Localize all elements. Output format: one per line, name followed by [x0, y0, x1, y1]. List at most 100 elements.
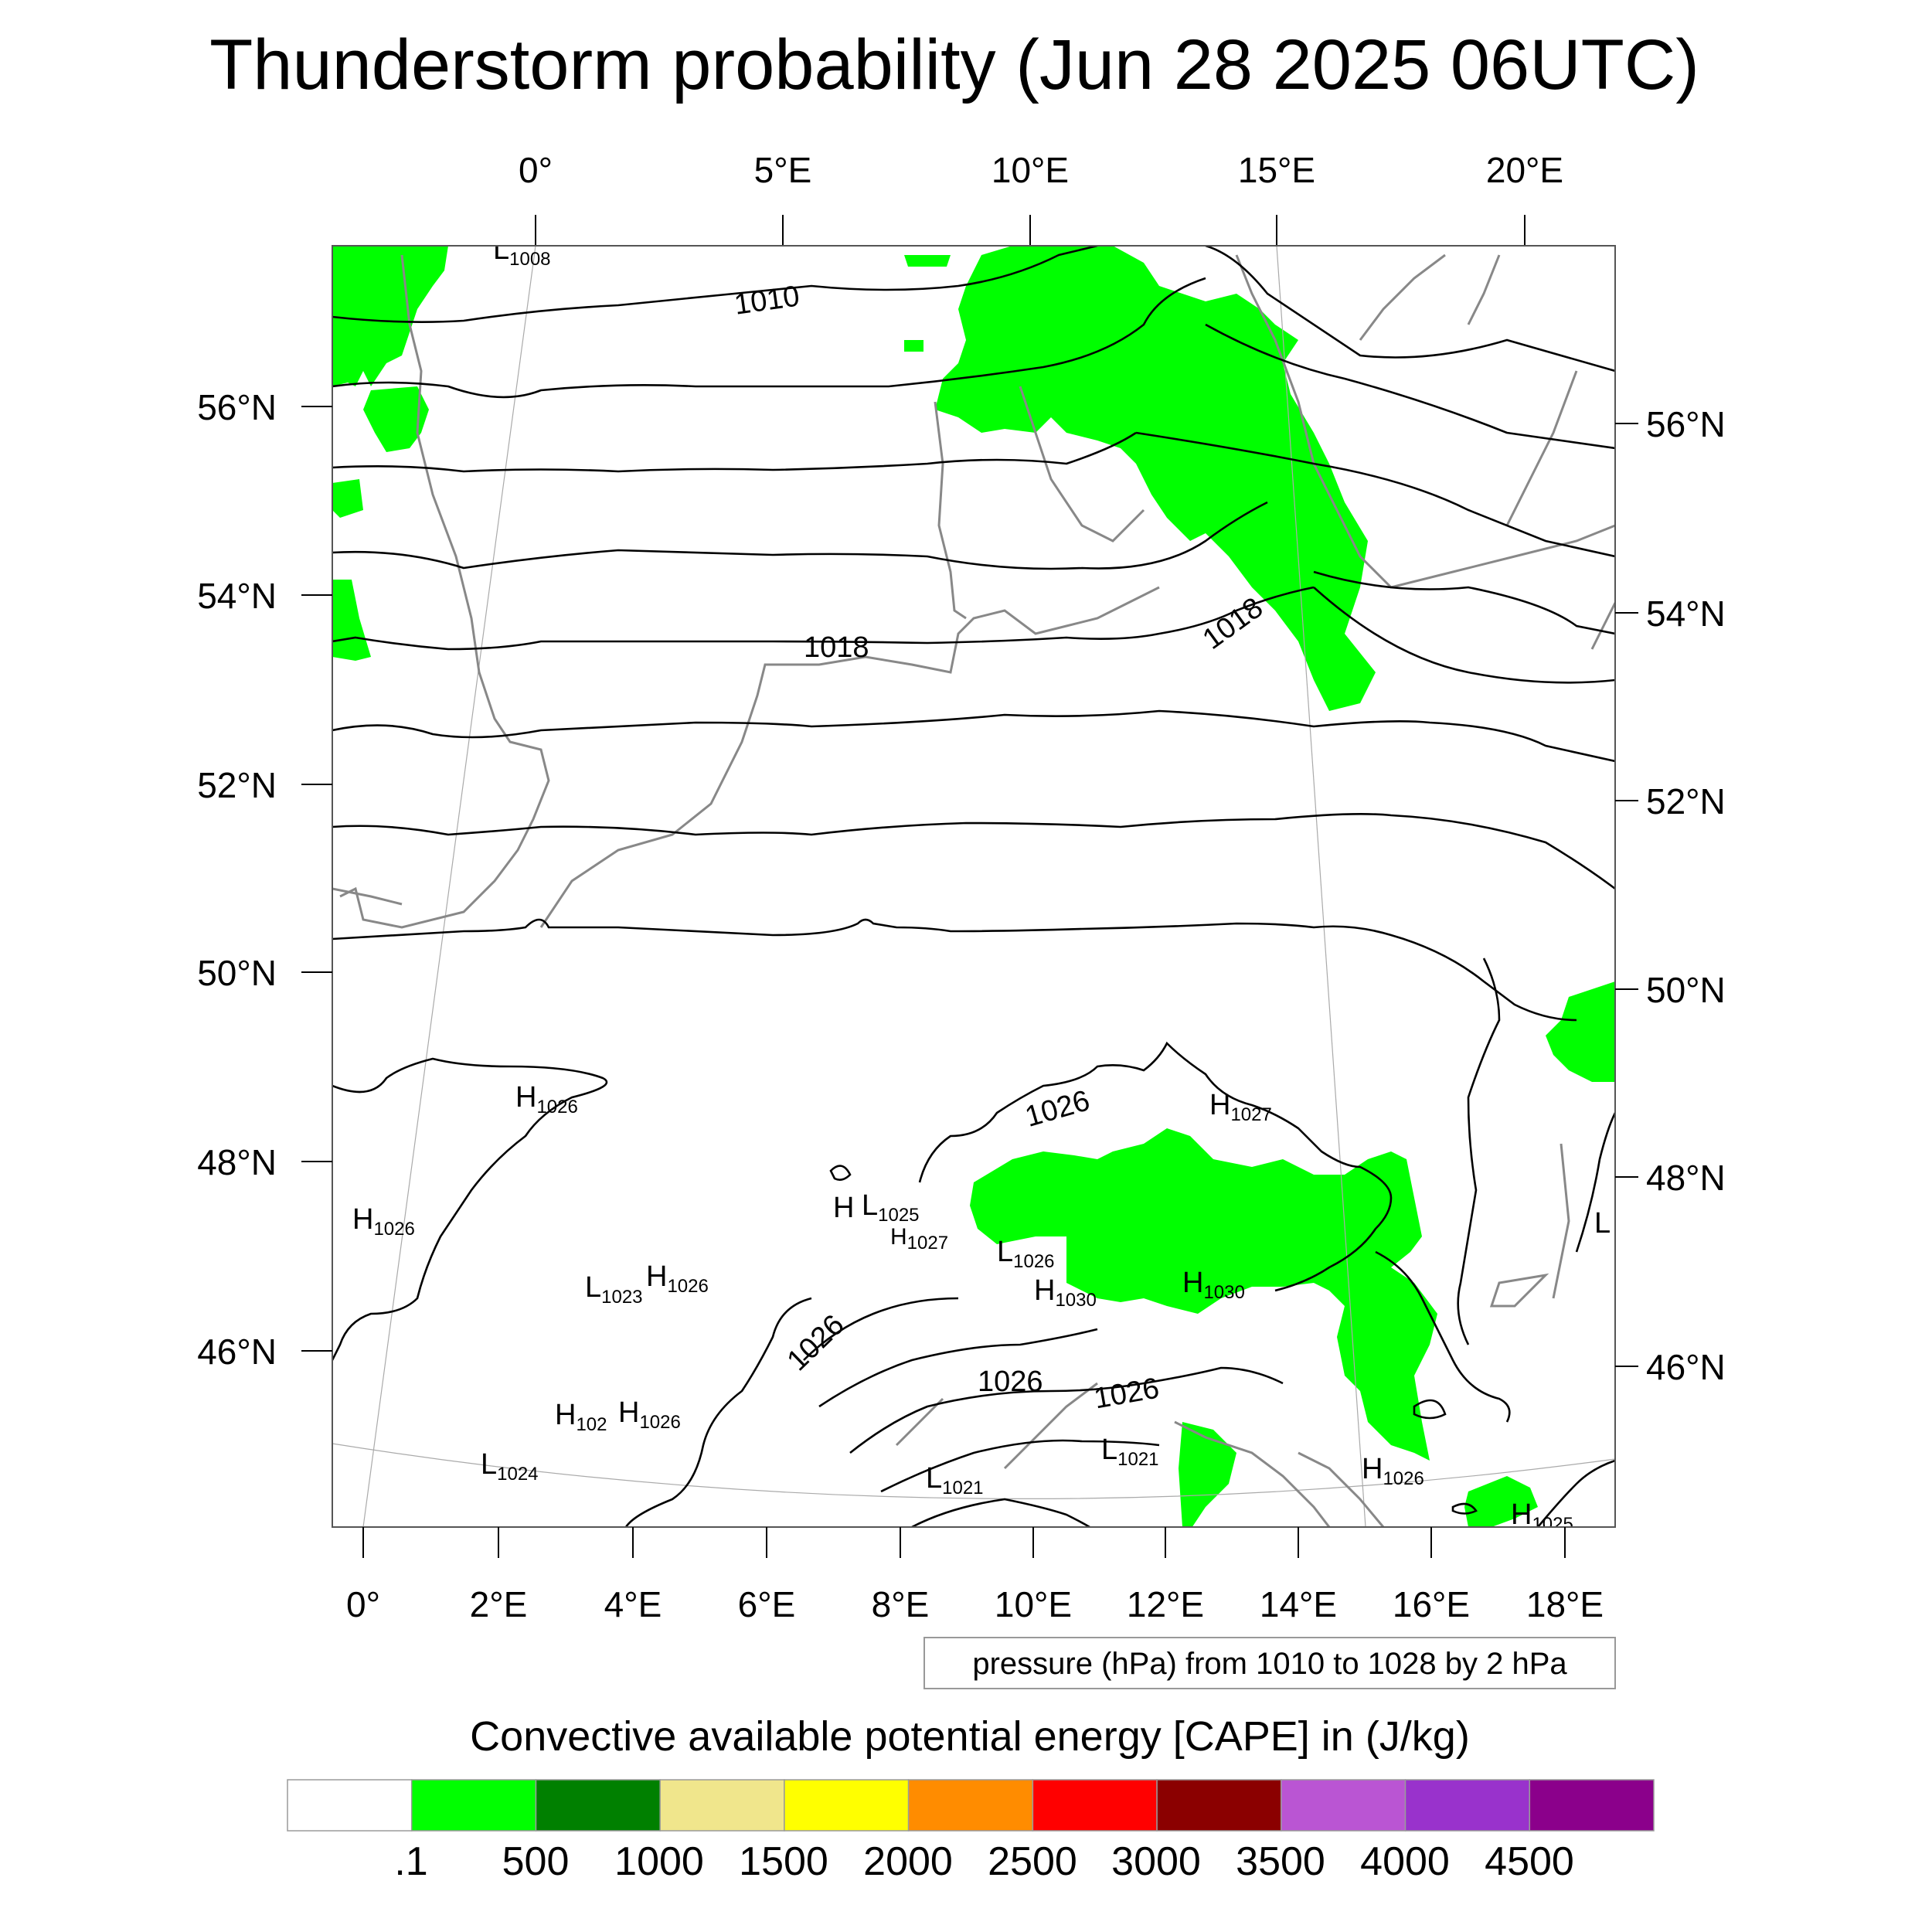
map-border: [332, 245, 1616, 1528]
bottom-lon-label: 2°E: [470, 1584, 528, 1624]
isobar-label: 1018: [804, 631, 869, 664]
svg-text:H102: H102: [555, 1399, 607, 1435]
colorbar-swatch: [1404, 1779, 1530, 1832]
contour-info-text: pressure (hPa) from 1010 to 1028 by 2 hP…: [972, 1647, 1567, 1681]
svg-text:H1026: H1026: [646, 1260, 709, 1297]
pressure-center-high: H1026: [352, 1203, 415, 1240]
left-lat-label: 46°N: [197, 1332, 277, 1372]
pressure-center-low: L1008: [493, 233, 551, 270]
right-lat-label: 56°N: [1646, 404, 1726, 444]
pressure-center-high: H1026: [646, 1260, 709, 1297]
pressure-center-high: H1026: [515, 1081, 578, 1117]
top-lon-label: 0°: [519, 150, 553, 190]
colorbar-swatch: [1156, 1779, 1282, 1832]
pressure-center-low: L1024: [481, 1448, 539, 1485]
bottom-lon-label: 14°E: [1260, 1584, 1337, 1624]
pressure-center-low: L1023: [585, 1271, 643, 1308]
colorbar-label: 1000: [614, 1839, 704, 1884]
pressure-center-high: H1026: [1362, 1453, 1424, 1489]
svg-text:L1024: L1024: [481, 1448, 539, 1485]
pressure-center-high: H1026: [618, 1396, 681, 1433]
top-lon-label: 10°E: [992, 150, 1069, 190]
left-lat-label: 50°N: [197, 953, 277, 993]
isobars: [332, 246, 1615, 1527]
left-lat-label: 52°N: [197, 765, 277, 805]
colorbar-label: 500: [502, 1839, 570, 1884]
coastlines: [332, 253, 1615, 1527]
colorbar-swatch: [287, 1779, 413, 1832]
colorbar-label: 4500: [1485, 1839, 1574, 1884]
bottom-lon-label: 0°: [346, 1584, 380, 1624]
colorbar-label: 2000: [863, 1839, 953, 1884]
svg-text:H1027: H1027: [1209, 1089, 1272, 1125]
pressure-center-low: L: [1594, 1207, 1611, 1240]
bottom-lon-label: 12°E: [1127, 1584, 1204, 1624]
pressure-center-high: H1027: [1209, 1089, 1272, 1125]
bottom-lon-label: 18°E: [1526, 1584, 1604, 1624]
pressure-center-low: L1026: [997, 1236, 1055, 1272]
pressure-centers: L1008 H1026 H1026 H1027 H L1025 H1027 L1…: [352, 233, 1611, 1535]
colorbar-labels: .1 500 1000 1500 2000 2500 3000 3500 400…: [394, 1839, 1574, 1884]
svg-text:L1023: L1023: [585, 1271, 643, 1308]
map-panel: 1010 1018 1026 1018 1026 1026 1026 L1008…: [332, 233, 1616, 1535]
top-lon-label: 15°E: [1238, 150, 1315, 190]
colorbar-swatch: [907, 1779, 1034, 1832]
svg-text:H1026: H1026: [352, 1203, 415, 1240]
contour-info-box: pressure (hPa) from 1010 to 1028 by 2 hP…: [923, 1637, 1616, 1689]
svg-text:L1008: L1008: [493, 233, 551, 270]
svg-text:L1025: L1025: [862, 1189, 920, 1226]
colorbar-label: .1: [394, 1839, 427, 1884]
svg-text:H1030: H1030: [1182, 1267, 1245, 1303]
colorbar-swatch: [410, 1779, 537, 1832]
bottom-lon-label: 10°E: [995, 1584, 1072, 1624]
top-lon-label: 20°E: [1486, 150, 1563, 190]
pressure-center-high: H1030: [1034, 1274, 1097, 1311]
pressure-center-low: L1021: [1101, 1434, 1159, 1470]
svg-text:H1026: H1026: [515, 1081, 578, 1117]
bottom-lon-label: 16°E: [1393, 1584, 1470, 1624]
svg-text:H1026: H1026: [618, 1396, 681, 1433]
right-lat-label: 52°N: [1646, 781, 1726, 821]
left-lat-label: 56°N: [197, 387, 277, 427]
colorbar-swatch: [1529, 1779, 1655, 1832]
colorbar-swatch: [659, 1779, 785, 1832]
pressure-center-low: L1021: [926, 1462, 984, 1498]
colorbar-swatch: [784, 1779, 910, 1832]
right-lat-label: 46°N: [1646, 1347, 1726, 1387]
colorbar-label: 3500: [1236, 1839, 1325, 1884]
colorbar-label: 2500: [988, 1839, 1077, 1884]
pressure-center-low: L1025: [862, 1189, 920, 1226]
left-lat-label: 48°N: [197, 1142, 277, 1182]
cape-shading: [332, 246, 1615, 1527]
svg-text:H1025: H1025: [1511, 1498, 1573, 1535]
pressure-center-high: H1030: [1182, 1267, 1245, 1303]
pressure-center-high: H1025: [1511, 1498, 1573, 1535]
colorbar-label: 1500: [739, 1839, 828, 1884]
svg-text:H: H: [833, 1192, 854, 1224]
bottom-lon-label: 8°E: [872, 1584, 930, 1624]
left-latitude-axis: 56°N 54°N 52°N 50°N 48°N 46°N: [197, 387, 332, 1372]
right-lat-label: 50°N: [1646, 970, 1726, 1010]
pressure-center-high: H: [833, 1192, 854, 1224]
colorbar-swatch: [535, 1779, 661, 1832]
colorbar-swatches: [287, 1779, 1655, 1832]
colorbar-label: 4000: [1360, 1839, 1450, 1884]
colorbar-title: Convective available potential energy [C…: [470, 1713, 1470, 1760]
right-lat-label: 48°N: [1646, 1158, 1726, 1198]
map-title: Thunderstorm probability (Jun 28 2025 06…: [209, 26, 1699, 104]
isobar-label: 1026: [978, 1366, 1043, 1398]
colorbar-label: 3000: [1111, 1839, 1201, 1884]
colorbar-swatch: [1281, 1779, 1406, 1832]
svg-text:L: L: [1594, 1207, 1611, 1240]
top-longitude-axis: 0° 5°E 10°E 15°E 20°E: [519, 150, 1563, 246]
svg-text:H1026: H1026: [1362, 1453, 1424, 1489]
right-lat-label: 54°N: [1646, 594, 1726, 634]
svg-text:L1021: L1021: [926, 1462, 984, 1498]
colorbar-swatch: [1032, 1779, 1158, 1832]
colorbar: Convective available potential energy [C…: [287, 1713, 1655, 1884]
left-lat-label: 54°N: [197, 576, 277, 616]
svg-text:H1030: H1030: [1034, 1274, 1097, 1311]
pressure-center-high: H1027: [890, 1224, 948, 1253]
bottom-lon-label: 4°E: [604, 1584, 662, 1624]
